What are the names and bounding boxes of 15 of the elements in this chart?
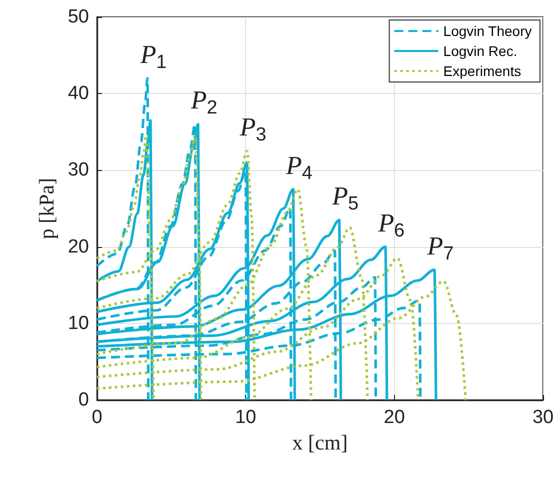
y-tick-label: 0 bbox=[78, 390, 89, 410]
y-axis-title: p [kPa] bbox=[34, 178, 58, 240]
y-tick-label: 50 bbox=[68, 6, 89, 28]
y-tick-label: 30 bbox=[68, 160, 89, 181]
x-axis-title: x [cm] bbox=[292, 430, 348, 454]
legend-label: Logvin Rec. bbox=[443, 43, 518, 59]
x-tick-label: 10 bbox=[235, 407, 256, 428]
y-tick-label: 40 bbox=[68, 83, 89, 104]
x-tick-label: 30 bbox=[532, 407, 554, 428]
x-tick-label: 0 bbox=[92, 407, 102, 428]
legend-label: Experiments bbox=[443, 63, 522, 79]
x-tick-label: 20 bbox=[384, 407, 405, 428]
legend-label: Logvin Theory bbox=[443, 23, 532, 39]
y-tick-label: 20 bbox=[68, 236, 89, 258]
y-tick-label: 10 bbox=[68, 312, 89, 334]
